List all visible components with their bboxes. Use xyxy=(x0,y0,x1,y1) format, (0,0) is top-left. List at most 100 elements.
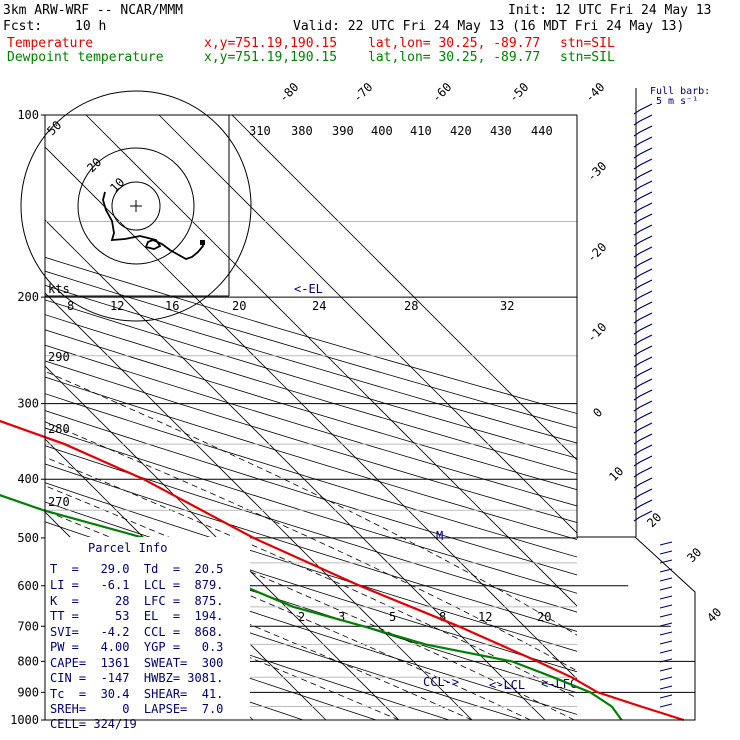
wind-barb xyxy=(639,400,653,408)
thetae-label: 280 xyxy=(48,422,70,436)
wind-barb-flag xyxy=(633,428,641,434)
hodograph-unit: kts xyxy=(48,282,70,296)
wind-barb-flag xyxy=(633,208,641,214)
pressure-tick-label: 300 xyxy=(17,397,39,411)
wind-barb xyxy=(659,559,673,564)
wind-barb-flag xyxy=(633,252,641,258)
wind-barb xyxy=(659,577,673,582)
wind-barb xyxy=(639,356,653,364)
wind-barb xyxy=(639,345,653,353)
plot-lower-border xyxy=(45,536,696,721)
wind-legend-title: Full barb: xyxy=(650,86,710,97)
wind-barb-flag xyxy=(633,472,641,478)
wind-barb-flag xyxy=(633,384,641,390)
wind-barb xyxy=(639,488,653,496)
wind-barbs xyxy=(633,103,673,708)
wind-barb-flag xyxy=(633,197,641,203)
lcl-marker: <-LCL xyxy=(489,678,525,692)
wind-barb-flag xyxy=(633,285,641,291)
isotherm-label: -80 xyxy=(276,80,301,105)
wind-barb xyxy=(639,301,653,309)
wind-barb-flag xyxy=(633,186,641,192)
isotherm-line xyxy=(45,365,400,720)
wind-barb xyxy=(659,595,673,600)
mixing-ratio-label: 8 xyxy=(439,610,446,624)
wind-barb-flag xyxy=(633,164,641,170)
parcel-row: SREH= 0 LAPSE= 7.0 xyxy=(50,702,223,716)
wind-barb xyxy=(659,703,673,708)
ccl-marker: CCL-> xyxy=(423,675,459,689)
isotherm-line xyxy=(85,115,577,607)
dewpoint-xy: x,y=751.19,190.15 xyxy=(204,50,338,65)
theta-label: 420 xyxy=(450,124,472,138)
wind-barb xyxy=(659,613,673,618)
wind-barb xyxy=(659,631,673,636)
theta-label: 390 xyxy=(332,124,354,138)
freezing-marker: M xyxy=(436,529,443,543)
wind-barb xyxy=(639,477,653,485)
wind-barb xyxy=(639,378,653,386)
parcel-row: T = 29.0 Td = 20.5 xyxy=(50,562,223,576)
wind-barb xyxy=(639,422,653,430)
wind-barb xyxy=(639,510,653,518)
wind-barb xyxy=(639,499,653,507)
isotherm-line xyxy=(231,115,577,461)
wind-barb-flag xyxy=(633,483,641,489)
parcel-info-title: Parcel Info xyxy=(88,541,167,555)
wind-barb-flag xyxy=(633,395,641,401)
theta-label: 310 xyxy=(249,124,271,138)
wind-barb xyxy=(639,114,653,122)
temperature-xy: x,y=751.19,190.15 xyxy=(204,36,338,51)
wind-barb xyxy=(639,323,653,331)
wind-barb-flag xyxy=(633,131,641,137)
isotherm-label: -50 xyxy=(506,80,531,105)
isotherm-label: -20 xyxy=(584,240,609,265)
parcel-info-panel: Parcel Info T = 29.0 Td = 20.5 LI = -6.1… xyxy=(45,537,250,731)
speed-label: 8 xyxy=(67,299,74,313)
mixing-ratio-label: 5 xyxy=(389,610,396,624)
wind-barb-flag xyxy=(633,417,641,423)
dewpoint-legend: Dewpoint temperature xyxy=(7,50,164,65)
model-title: 3km ARW-WRF -- NCAR/MMM xyxy=(3,3,184,18)
wind-barb-flag xyxy=(633,450,641,456)
speed-label: 16 xyxy=(165,299,179,313)
wind-barb xyxy=(639,257,653,265)
speed-label: 32 xyxy=(500,299,514,313)
isotherm-line xyxy=(45,219,546,720)
theta-label: 380 xyxy=(291,124,313,138)
wind-barb xyxy=(659,667,673,672)
parcel-row: TT = 53 EL = 194. xyxy=(50,609,223,623)
mixing-ratio-label: 12 xyxy=(478,610,492,624)
valid-time: Valid: 22 UTC Fri 24 May 13 (16 MDT Fri … xyxy=(293,19,685,34)
wind-barb xyxy=(639,169,653,177)
dewpoint-latlon: lat,lon= 30.25, -89.77 xyxy=(368,50,541,65)
wind-barb-flag xyxy=(633,318,641,324)
wind-barb xyxy=(639,433,653,441)
speed-label: 12 xyxy=(110,299,124,313)
wind-barb xyxy=(639,389,653,397)
init-time: Init: 12 UTC Fri 24 May 13 xyxy=(508,3,712,18)
wind-barb xyxy=(659,622,673,627)
wind-barb-flag xyxy=(633,153,641,159)
thetae-label: 270 xyxy=(48,495,70,509)
wind-barb xyxy=(639,455,653,463)
wind-barb xyxy=(659,685,673,690)
hodograph-ring-label: 20 xyxy=(84,155,104,175)
pressure-tick-label: 200 xyxy=(17,290,39,304)
isotherm-label: 30 xyxy=(684,545,704,565)
pressure-tick-label: 100 xyxy=(17,108,39,122)
wind-barb xyxy=(659,586,673,591)
pressure-tick-label: 900 xyxy=(17,685,39,699)
wind-barb xyxy=(639,268,653,276)
wind-barb xyxy=(639,191,653,199)
wind-barb-flag xyxy=(633,505,641,511)
wind-barb xyxy=(639,235,653,243)
theta-label: 400 xyxy=(371,124,393,138)
wind-barb xyxy=(639,246,653,254)
theta-label: 440 xyxy=(531,124,553,138)
wind-barb xyxy=(659,694,673,699)
wind-barb xyxy=(659,649,673,654)
wind-barb-flag xyxy=(633,219,641,225)
isotherm-line xyxy=(45,292,473,720)
wind-barb xyxy=(659,541,673,546)
